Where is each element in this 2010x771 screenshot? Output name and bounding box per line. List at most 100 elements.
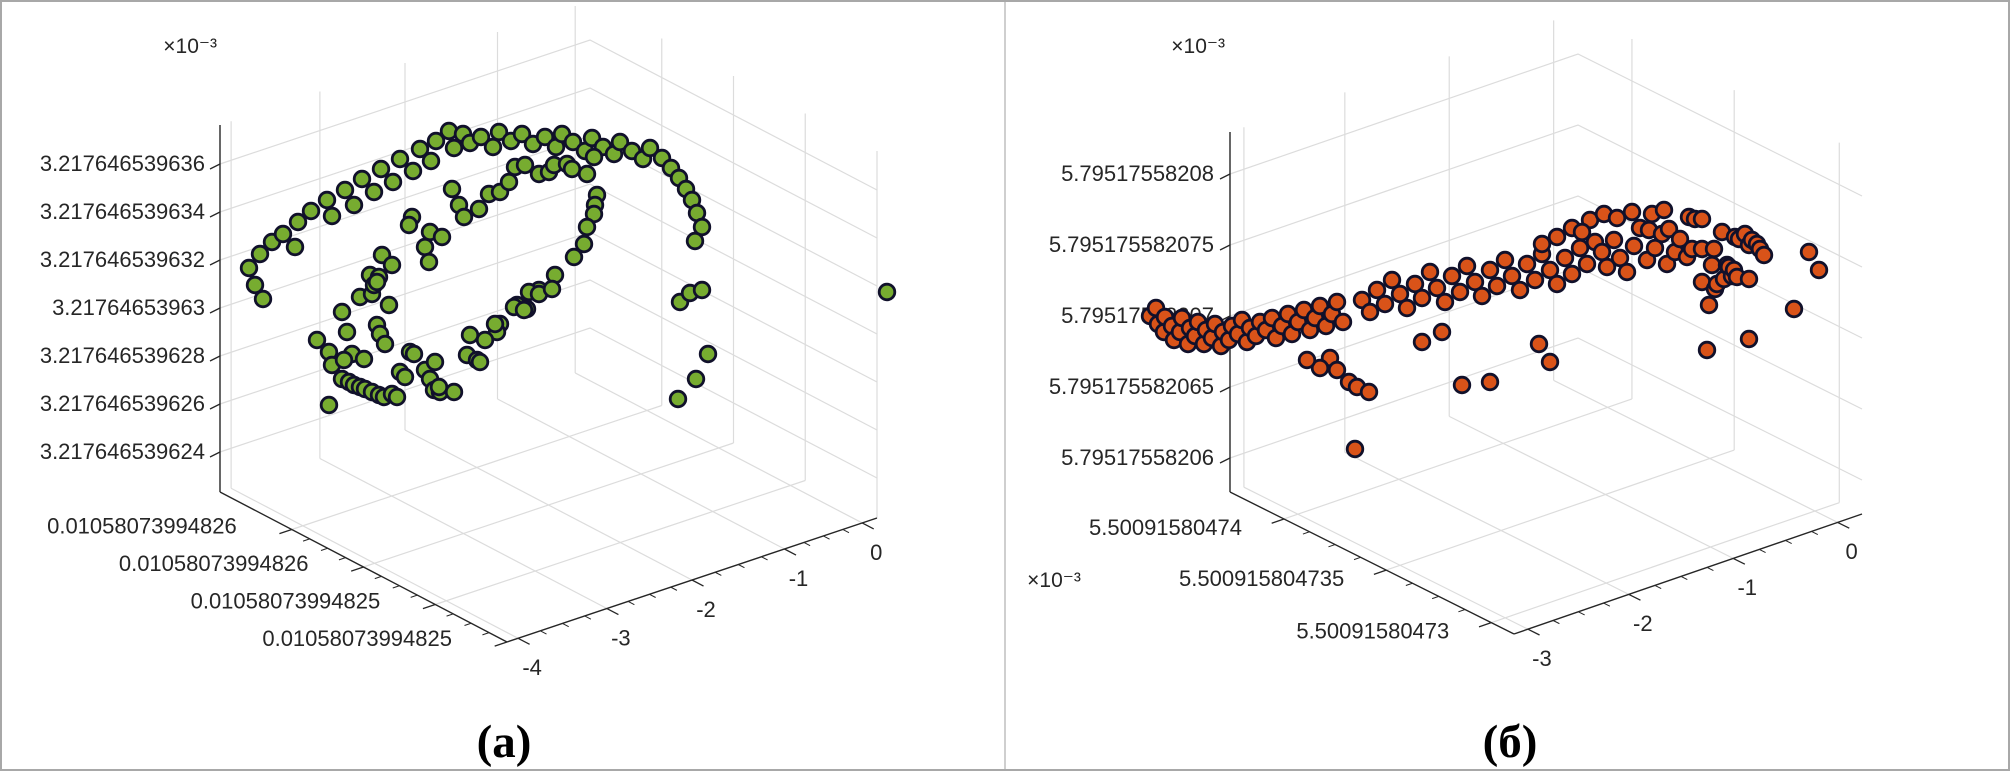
z-tick-label: 5.79517558208 — [1061, 161, 1214, 186]
x-minor-tick — [1302, 531, 1310, 535]
data-point — [1784, 299, 1804, 319]
data-point — [285, 237, 305, 257]
data-point — [1697, 340, 1717, 360]
data-point — [334, 350, 354, 370]
data-point — [1345, 439, 1365, 459]
z-tick-mark — [209, 211, 221, 218]
data-point — [485, 314, 505, 334]
z-tick-label: 3.217646539626 — [40, 391, 205, 416]
data-point — [1412, 332, 1432, 352]
x-minor-tick — [1353, 556, 1361, 561]
x-tick-label: 0.01058073994825 — [191, 588, 381, 613]
data-point — [1670, 229, 1690, 249]
data-point — [367, 272, 387, 292]
grid-line — [1448, 415, 1734, 559]
data-point — [383, 172, 403, 192]
data-point — [1529, 334, 1549, 354]
points-panel-0 — [239, 121, 897, 415]
data-point — [562, 159, 582, 179]
y-tick-label: 0 — [870, 540, 882, 565]
y-tick-label: -1 — [1737, 575, 1757, 600]
data-point — [1420, 262, 1440, 282]
data-point — [1577, 254, 1597, 274]
y-tick-mark — [606, 607, 619, 616]
grid-line — [1344, 451, 1630, 595]
y-tick-label: -2 — [1633, 611, 1653, 636]
data-point — [375, 334, 395, 354]
y-minor-tick — [842, 529, 850, 534]
data-point — [1397, 298, 1417, 318]
data-point — [1547, 227, 1567, 247]
y-tick-mark — [1527, 628, 1540, 636]
y-tick-label: -2 — [696, 597, 716, 622]
data-point — [1472, 286, 1492, 306]
x-minor-tick — [374, 575, 382, 580]
data-point — [514, 300, 534, 320]
y-minor-tick — [627, 600, 635, 606]
x-minor-tick — [1328, 544, 1336, 548]
data-point — [1754, 245, 1774, 265]
data-point — [301, 201, 321, 221]
z-tick-label: 3.217646539636 — [40, 151, 205, 176]
y-tick-mark — [517, 637, 530, 645]
y-minor-tick — [1759, 548, 1766, 553]
z-tick-mark — [209, 259, 221, 266]
grid-line — [497, 398, 785, 550]
data-point — [1562, 264, 1582, 284]
data-point — [483, 137, 503, 157]
z-tick-mark — [209, 403, 221, 410]
grid-line — [1243, 486, 1529, 630]
data-point — [1597, 257, 1617, 277]
data-point — [1495, 250, 1515, 270]
z-tick-label: 3.21764653963 — [52, 295, 205, 320]
y-minor-tick — [649, 593, 656, 598]
data-point — [425, 352, 445, 372]
data-point — [395, 367, 415, 387]
x-tick-label: 0.01058073994825 — [262, 626, 452, 651]
data-point — [1480, 260, 1500, 280]
y-minor-tick — [714, 571, 722, 576]
grid-line — [219, 39, 878, 191]
data-point — [610, 132, 630, 152]
data-point — [1405, 274, 1425, 294]
z-tick-mark — [209, 451, 221, 458]
data-point — [1297, 350, 1317, 370]
y-minor-tick — [562, 622, 569, 628]
x-tick-mark — [1478, 622, 1492, 628]
y-minor-tick — [540, 630, 547, 635]
data-point — [1540, 352, 1560, 372]
y-tick-mark — [861, 522, 875, 530]
data-point — [1607, 208, 1627, 228]
x-tick-mark — [279, 528, 292, 535]
x-minor-tick — [482, 632, 490, 636]
grid-line — [219, 279, 878, 431]
grid-line — [1491, 502, 1840, 624]
x-tick-mark — [494, 641, 508, 647]
data-point — [332, 302, 352, 322]
grid-line — [219, 327, 878, 479]
data-point — [877, 282, 897, 302]
data-point — [1510, 280, 1530, 300]
z-tick-mark — [1219, 244, 1231, 251]
grid-line — [1229, 195, 1863, 339]
z-tick-mark — [209, 163, 221, 170]
x-exponent-label-b: ×10⁻³ — [1027, 569, 1081, 592]
data-point — [469, 199, 489, 219]
data-point — [489, 122, 509, 142]
data-point — [1739, 329, 1759, 349]
data-point — [421, 151, 441, 171]
data-point — [574, 234, 594, 254]
data-point — [1592, 242, 1612, 262]
data-point — [288, 212, 308, 232]
x-minor-tick — [320, 547, 328, 551]
data-point — [563, 132, 583, 152]
x-tick-mark — [1271, 518, 1285, 524]
z-tick-label: 3.217646539628 — [40, 343, 205, 368]
x-minor-tick — [392, 585, 400, 589]
caption-b: (б) — [1482, 716, 1538, 768]
data-point — [404, 344, 424, 364]
data-point — [577, 164, 597, 184]
z-tick-mark — [209, 355, 221, 362]
z-tick-label: 3.217646539632 — [40, 247, 205, 272]
data-point — [1739, 269, 1759, 289]
